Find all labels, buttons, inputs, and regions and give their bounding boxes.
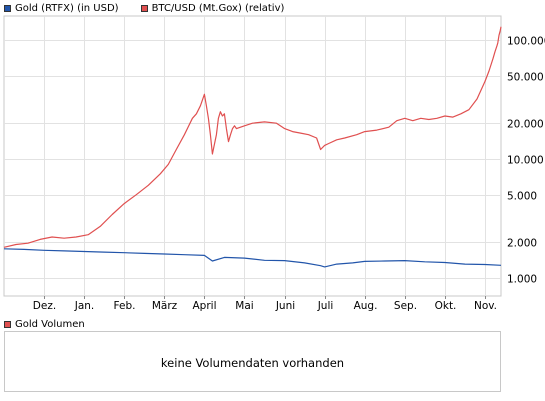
x-tick-label: Juni — [275, 300, 295, 312]
x-tick-label: April — [193, 300, 217, 312]
legend-swatch-btc — [140, 4, 148, 12]
legend-item-btc[interactable]: BTC/USD (Mt.Gox) (relativ) — [140, 2, 285, 14]
legend-swatch-volume — [4, 320, 11, 328]
x-tick-label: Mai — [235, 300, 253, 312]
x-tick-label: Feb. — [114, 300, 136, 312]
y-tick-label: 50.000 — [507, 72, 544, 84]
x-tick-label: Nov. — [474, 300, 497, 312]
price-chart: 1.000 2.000 5.000 10.000 20.000 50.000 100.000… — [3, 15, 545, 312]
legend-item-gold[interactable]: Gold (RTFX) (in USD) — [4, 3, 119, 14]
x-tick-label: Jan. — [74, 300, 95, 312]
volume-empty-message: keine Volumendaten vorhanden — [160, 356, 345, 370]
y-tick-label: 20.000 — [507, 119, 544, 131]
x-tick-label: Dez. — [33, 300, 56, 312]
legend-swatch-gold — [4, 4, 11, 12]
chart-legend: Gold (RTFX) (in USD) BTC/USD (Mt.Gox) (r… — [4, 2, 306, 14]
x-tick-label: Sep. — [394, 300, 417, 312]
plot-area — [3, 15, 502, 297]
legend-label-gold: Gold (RTFX) (in USD) — [15, 2, 119, 14]
x-tick-label: Juli — [317, 300, 334, 312]
legend-label-btc: BTC/USD (Mt.Gox) (relativ) — [151, 2, 285, 14]
series-line-btc — [3, 26, 502, 248]
y-tick-label: 1.000 — [507, 274, 537, 286]
y-tick-label: 2.000 — [507, 238, 537, 250]
x-tick-label: Okt. — [435, 300, 457, 312]
volume-panel: keine Volumendaten vorhanden — [4, 331, 501, 392]
volume-legend: Gold Volumen — [4, 318, 85, 330]
y-tick-label: 5.000 — [507, 191, 537, 203]
x-tick-label: Aug. — [354, 300, 378, 312]
y-tick-label: 100.000 — [507, 36, 545, 48]
volume-legend-label: Gold Volumen — [15, 318, 85, 330]
x-tick-label: März — [152, 300, 178, 312]
y-tick-label: 10.000 — [507, 155, 544, 167]
series-line-gold — [3, 248, 502, 268]
